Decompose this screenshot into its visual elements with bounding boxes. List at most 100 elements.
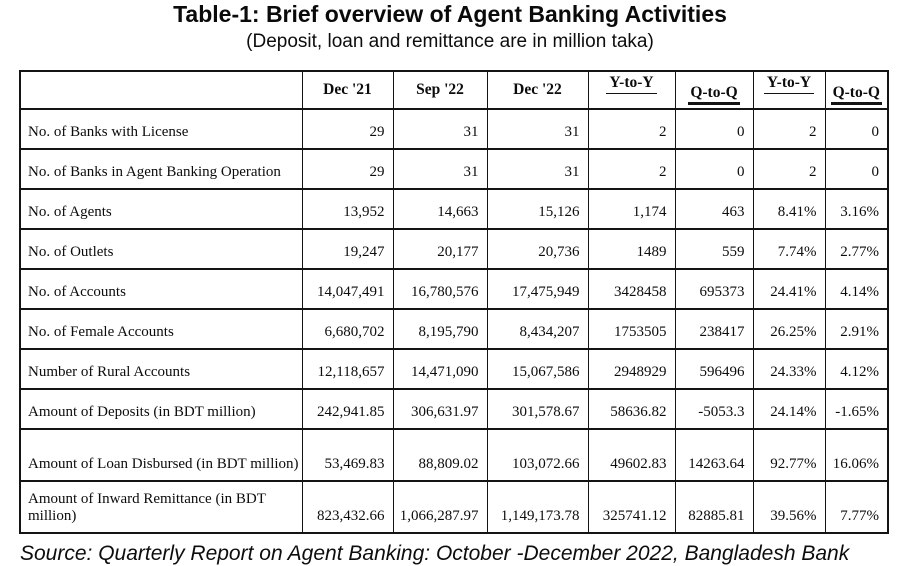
header-ytoy-2-label: Y-to-Y [763,74,815,94]
row-value: 2 [752,108,826,150]
row-label: Number of Rural Accounts [19,348,303,390]
row-value: 596496 [674,348,754,390]
table-row: No. of Outlets 19,247 20,177 20,736 1489 559 7… [19,228,889,270]
row-value: 242,941.85 [301,388,394,430]
row-label: No. of Banks with License [19,108,303,150]
row-value: 82885.81 [674,480,754,534]
row-value: 1489 [587,228,676,270]
row-value: 3.16% [824,188,889,230]
row-value: 8.41% [752,188,826,230]
table-row: No. of Banks with License 29 31 31 2 0 2 0 [19,108,889,150]
row-value: 26.25% [752,308,826,350]
header-qtoq-1-label: Q-to-Q [688,84,740,105]
row-value: 7.74% [752,228,826,270]
agent-banking-table: Dec '21 Sep '22 Dec '22 Y-to-Y Q-to-Q Y-… [19,70,889,534]
row-value: 31 [486,108,589,150]
header-sep22: Sep '22 [392,70,488,110]
row-value: 14,471,090 [392,348,488,390]
row-value: 13,952 [301,188,394,230]
row-value: 53,469.83 [301,428,394,482]
row-value: -5053.3 [674,388,754,430]
row-label: Amount of Inward Remittance (in BDT mill… [19,480,303,534]
row-value: 2 [587,108,676,150]
row-value: 14,663 [392,188,488,230]
row-value: 3428458 [587,268,676,310]
row-value: 8,434,207 [486,308,589,350]
row-value: 31 [392,108,488,150]
row-value: 24.14% [752,388,826,430]
header-qtoq-2: Q-to-Q [824,70,889,110]
header-ytoy-1: Y-to-Y [587,70,676,110]
row-label: No. of Banks in Agent Banking Operation [19,148,303,190]
row-value: 7.77% [824,480,889,534]
row-value: 29 [301,148,394,190]
row-label: No. of Accounts [19,268,303,310]
row-value: 31 [486,148,589,190]
table-row: Amount of Loan Disbursed (in BDT million… [19,428,889,482]
row-value: 1,174 [587,188,676,230]
row-value: 0 [674,148,754,190]
row-value: 16,780,576 [392,268,488,310]
row-label: Amount of Deposits (in BDT million) [19,388,303,430]
row-value: 2948929 [587,348,676,390]
row-value: 24.33% [752,348,826,390]
row-value: 58636.82 [587,388,676,430]
header-dec22: Dec '22 [486,70,589,110]
row-value: 39.56% [752,480,826,534]
row-value: 4.14% [824,268,889,310]
row-label: No. of Agents [19,188,303,230]
row-value: 306,631.97 [392,388,488,430]
table-row: No. of Accounts 14,047,491 16,780,576 17,47… [19,268,889,310]
row-value: 463 [674,188,754,230]
header-dec21: Dec '21 [301,70,394,110]
row-value: 6,680,702 [301,308,394,350]
row-value: 29 [301,108,394,150]
row-value: 49602.83 [587,428,676,482]
table-row: No. of Agents 13,952 14,663 15,126 1,174 463 8… [19,188,889,230]
row-value: 16.06% [824,428,889,482]
row-value: 301,578.67 [486,388,589,430]
row-value: 19,247 [301,228,394,270]
row-value: 2.77% [824,228,889,270]
row-value: 92.77% [752,428,826,482]
table-title: Table-1: Brief overview of Agent Banking… [173,1,727,27]
row-value: 20,736 [486,228,589,270]
row-label: No. of Outlets [19,228,303,270]
row-value: 325741.12 [587,480,676,534]
row-value: 103,072.66 [486,428,589,482]
row-value: 238417 [674,308,754,350]
row-value: 24.41% [752,268,826,310]
row-value: 2 [752,148,826,190]
row-value: 14,047,491 [301,268,394,310]
row-value: 2 [587,148,676,190]
row-value: 17,475,949 [486,268,589,310]
table-subtitle: (Deposit, loan and remittance are in mil… [246,31,654,52]
row-value: 15,126 [486,188,589,230]
row-value: 0 [824,148,889,190]
row-value: 20,177 [392,228,488,270]
header-row: Dec '21 Sep '22 Dec '22 Y-to-Y Q-to-Q Y-… [19,70,889,110]
row-value: 0 [824,108,889,150]
row-value: 2.91% [824,308,889,350]
row-label: No. of Female Accounts [19,308,303,350]
row-value: 15,067,586 [486,348,589,390]
row-value: 8,195,790 [392,308,488,350]
row-value: 1,066,287.97 [392,480,488,534]
row-value: 0 [674,108,754,150]
row-label: Amount of Loan Disbursed (in BDT million… [19,428,303,482]
row-value: 4.12% [824,348,889,390]
header-qtoq-2-label: Q-to-Q [830,84,882,105]
row-value: 1753505 [587,308,676,350]
row-value: 12,118,657 [301,348,394,390]
source-note: Source: Quarterly Report on Agent Bankin… [20,542,850,565]
row-value: 1,149,173.78 [486,480,589,534]
table-row: Amount of Inward Remittance (in BDT mill… [19,480,889,534]
header-qtoq-1: Q-to-Q [674,70,754,110]
table-row: No. of Female Accounts 6,680,702 8,195,790… [19,308,889,350]
row-value: 559 [674,228,754,270]
row-value: 31 [392,148,488,190]
row-value: 823,432.66 [301,480,394,534]
table-row: No. of Banks in Agent Banking Operation 2… [19,148,889,190]
header-ytoy-1-label: Y-to-Y [606,74,657,94]
